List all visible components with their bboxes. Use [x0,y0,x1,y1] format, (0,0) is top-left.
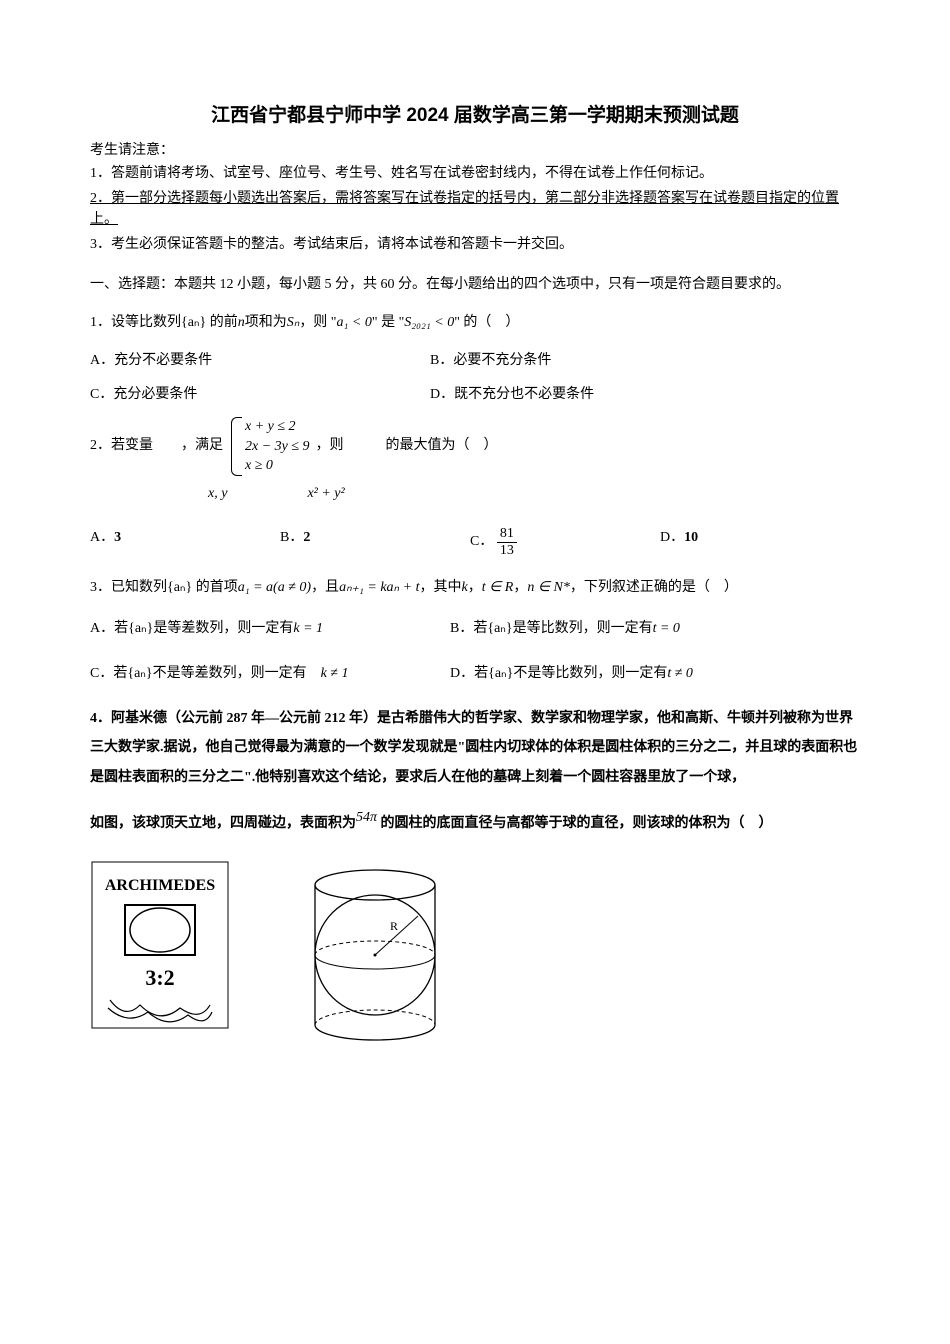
q3-optA-pre: A．若 [90,621,128,636]
q2-optB: B．2 [280,526,430,558]
q3-mid4: ， [468,580,482,595]
q3-optB-pre: B．若 [450,621,487,636]
q3-optB-cond: t = 0 [653,621,680,636]
q3-optD-pre: D．若 [450,666,488,681]
q3-optA-mid: 是等差数列，则一定有 [153,621,293,636]
q3-optB-mid: 是等比数列，则一定有 [513,621,653,636]
q3-options-row1: A．若{aₙ}是等差数列，则一定有k = 1 B．若{aₙ}是等比数列，则一定有… [90,614,860,645]
q1-mid5: " 的（ ） [454,315,519,330]
q1-prefix: 1．设等比数列 [90,315,181,330]
q1-sn: Sₙ [287,315,300,330]
q3-optA-seq: {aₙ} [128,621,153,636]
q3-optB-seq: {aₙ} [487,621,512,636]
q2-optA-val: 3 [114,530,121,545]
q1-options-row1: A．充分不必要条件 B．必要不充分条件 [90,349,860,369]
notice-item-3: 3．考生必须保证答题卡的整洁。考试结束后，请将本试卷和答题卡一并交回。 [90,234,860,255]
q3-optD-seq: {aₙ} [488,666,513,681]
q3-optC-seq: {aₙ} [127,666,152,681]
q2-optD-label: D． [660,530,684,545]
q1-mid3: ，则 " [299,315,336,330]
q1-options-row2: C．充分必要条件 D．既不充分也不必要条件 [90,383,860,403]
q3-options-row2: C．若{aₙ}不是等差数列，则一定有 k ≠ 1 D．若{aₙ}不是等比数列，则… [90,659,860,690]
q2-system: x + y ≤ 2 2x − 3y ≤ 9 x ≥ 0 [229,417,310,476]
q4-text2-post: 的圆柱的底面直径与高都等于球的直径，则该球的体积为（ ） [381,816,773,831]
q2-optC: C． 81 13 [470,526,620,558]
figures-row: ARCHIMEDES 3:2 R [90,860,860,1055]
q4-text2-pre: 如图，该球顶天立地，四周碰边，表面积为 [90,816,356,831]
notice-item-2: 2．第一部分选择题每小题选出答案后，需将答案写在试卷指定的括号内，第二部分非选择… [90,188,860,230]
q1-optA: A．充分不必要条件 [90,349,390,369]
q3-nin: n ∈ N* [527,580,570,595]
question-2: 2．若变量 ，满足 x + y ≤ 2 2x − 3y ≤ 9 x ≥ 0 ，则… [90,417,860,510]
q3-mid6: ，下列叙述正确的是（ ） [570,580,738,595]
q2-below1: x, y [208,478,227,510]
q2-line3: x ≥ 0 [245,456,310,476]
section1-header: 一、选择题：本题共 12 小题，每小题 5 分，共 60 分。在每小题给出的四个… [90,273,860,293]
archimedes-ratio: 3:2 [145,965,174,990]
question-4b: 如图，该球顶天立地，四周碰边，表面积为54π 的圆柱的底面直径与高都等于球的直径… [90,802,860,840]
archimedes-stamp: ARCHIMEDES 3:2 [90,860,230,1035]
q3-optC: C．若{aₙ}不是等差数列，则一定有 k ≠ 1 [90,659,410,690]
q1-mid2: 项和为 [245,315,287,330]
question-1: 1．设等比数列{aₙ} 的前n项和为Sₙ，则 "a₁ < 0" 是 "S₂₀₂₁… [90,307,860,339]
q3-optD-mid: 不是等比数列，则一定有 [513,666,667,681]
q3-mid2: ，且 [311,580,339,595]
notice-item-1: 1．答题前请将考场、试室号、座位号、考生号、姓名写在试卷密封线内，不得在试卷上作… [90,163,860,184]
q1-n: n [238,315,245,330]
q2-mid: ，则 的最大值为（ ） [316,430,498,462]
cylinder-sphere-diagram: R [290,860,460,1055]
q3-seq: {aₙ} [167,580,192,595]
q2-optD: D．10 [660,526,810,558]
question-3: 3．已知数列{aₙ} 的首项a₁ = a(a ≠ 0)，且aₙ₊₁ = kaₙ … [90,572,860,604]
q1-optC: C．充分必要条件 [90,383,390,403]
q3-mid3: ，其中 [419,580,461,595]
q2-optD-val: 10 [684,530,698,545]
q1-cond1: a₁ < 0 [337,315,372,330]
q2-optC-label: C． [470,534,493,549]
q1-mid1: 的前 [210,315,238,330]
q3-optA-cond: k = 1 [293,621,323,636]
q1-optD: D．既不充分也不必要条件 [430,383,594,403]
q2-line2: 2x − 3y ≤ 9 [245,437,310,457]
q2-optB-val: 2 [303,530,310,545]
q1-optB: B．必要不充分条件 [430,349,551,369]
q2-optA: A．3 [90,526,240,558]
q3-optC-cond: k ≠ 1 [321,666,349,681]
q1-seq: {aₙ} [181,315,206,330]
q3-mid5: ， [513,580,527,595]
q2-optC-den: 13 [497,543,517,558]
q1-cond2: S₂₀₂₁ < 0 [404,315,454,330]
question-4: 4．阿基米德（公元前 287 年—公元前 212 年）是古希腊伟大的哲学家、数学… [90,704,860,792]
q3-optC-mid: 不是等差数列，则一定有 [153,666,321,681]
q1-mid4: " 是 " [372,315,404,330]
q3-optA: A．若{aₙ}是等差数列，则一定有k = 1 [90,614,410,645]
q3-optB: B．若{aₙ}是等比数列，则一定有t = 0 [450,614,680,645]
q2-below2: x² + y² [307,478,344,510]
q2-optC-frac: 81 13 [497,526,517,558]
q2-optB-label: B． [280,530,303,545]
notice-header: 考生请注意： [90,139,860,159]
q3-optD: D．若{aₙ}不是等比数列，则一定有t ≠ 0 [450,659,693,690]
q3-tin: t ∈ R [482,580,514,595]
q4-area: 54π [356,810,377,825]
archimedes-label: ARCHIMEDES [105,877,215,894]
q2-options: A．3 B．2 C． 81 13 D．10 [90,526,860,558]
q3-a1: a₁ = a(a ≠ 0) [238,580,311,595]
q3-rec: aₙ₊₁ = kaₙ + t [339,580,419,595]
q3-optC-pre: C．若 [90,666,127,681]
q2-optC-num: 81 [497,526,517,542]
q2-optA-label: A． [90,530,114,545]
q4-text1: 4．阿基米德（公元前 287 年—公元前 212 年）是古希腊伟大的哲学家、数学… [90,711,857,785]
q2-line1: x + y ≤ 2 [245,417,310,437]
q3-mid1: 的首项 [196,580,238,595]
q3-optD-cond: t ≠ 0 [667,666,693,681]
cylinder-radius-label: R [390,919,398,933]
exam-title: 江西省宁都县宁师中学 2024 届数学高三第一学期期末预测试题 [90,100,860,127]
q3-prefix: 3．已知数列 [90,580,167,595]
q2-prefix: 2．若变量 ，满足 [90,430,223,462]
